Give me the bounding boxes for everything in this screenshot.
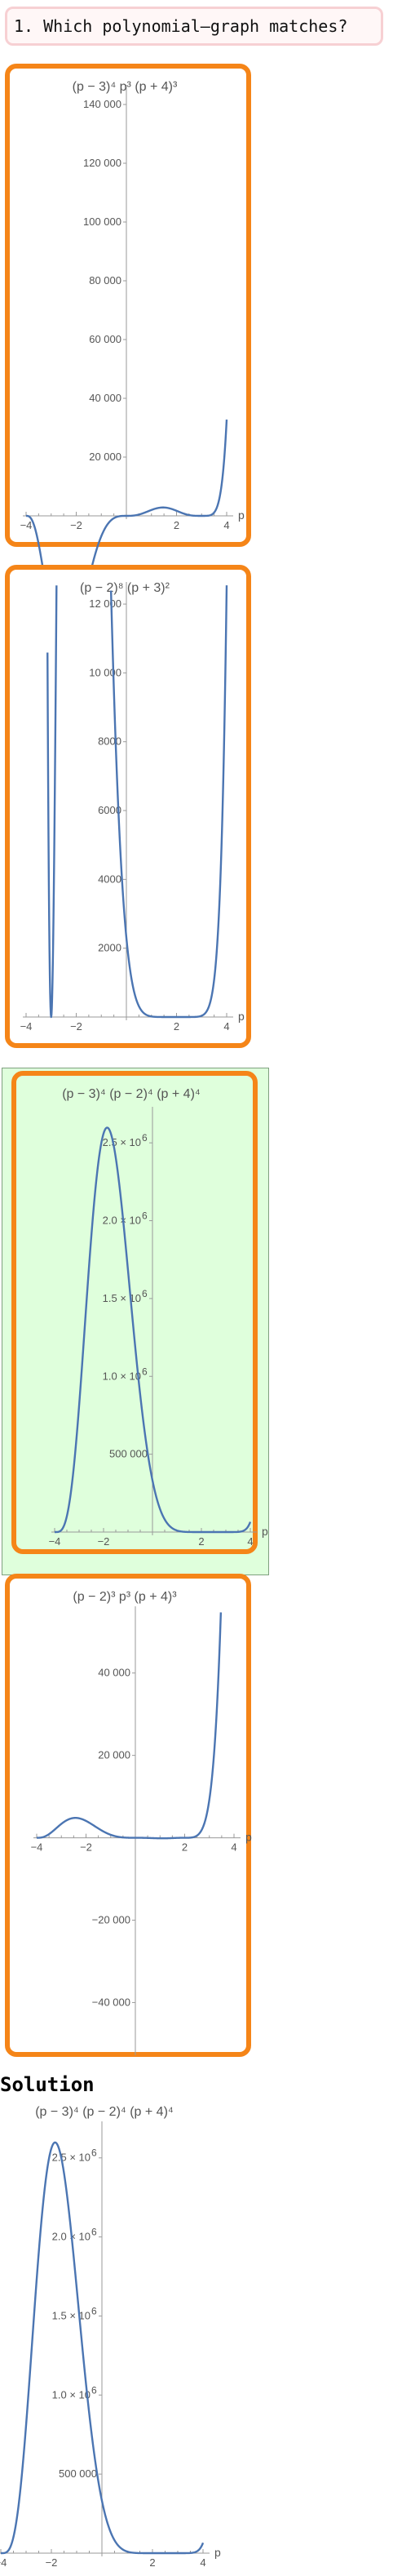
x-tick-label: −4 xyxy=(31,1841,43,1854)
x-axis-label: p xyxy=(238,509,245,522)
option-1-title: (p − 3)⁴ p³ (p + 4)³ xyxy=(73,80,178,94)
y-tick-label: 500 000 xyxy=(109,1448,148,1460)
y-tick-label: 140 000 xyxy=(83,98,121,110)
y-tick-exponent: 6 xyxy=(142,1210,148,1222)
option-2-title: (p − 2)⁸ (p + 3)² xyxy=(80,581,170,595)
x-tick-label: −2 xyxy=(46,2556,58,2569)
solution-plot: (p − 3)⁴ (p − 2)⁴ (p + 4)⁴ −4 −2 2 4p 500 00… xyxy=(0,2105,221,2569)
x-tick-label: −4 xyxy=(20,1020,33,1033)
x-tick-label: −4 xyxy=(20,519,33,531)
y-tick-label: 1.0 × 10 xyxy=(103,1370,141,1382)
y-tick-exponent: 6 xyxy=(91,2147,97,2159)
x-tick-label: 4 xyxy=(231,1841,236,1854)
x-tick-label: −2 xyxy=(70,519,82,531)
polynomial-curve xyxy=(0,2141,205,2555)
y-tick-label: 1.5 × 10 xyxy=(103,1292,141,1304)
y-tick-label: 20 000 xyxy=(98,1749,130,1761)
x-tick-label: 2 xyxy=(149,2556,155,2569)
y-tick-label: 40 000 xyxy=(89,392,121,404)
x-tick-label: −4 xyxy=(0,2556,7,2569)
y-tick-label: −40 000 xyxy=(92,1996,130,2008)
answer-option-4[interactable]: (p − 2)³ p³ (p + 4)³ −4 −2 2 4 p −40 000 −20 0… xyxy=(5,1574,252,2057)
x-tick-label: 2 xyxy=(174,1020,179,1033)
option-4-plot: (p − 2)³ p³ (p + 4)³ −4 −2 2 4p −40 000 −20 0… xyxy=(31,1590,252,2055)
option-3-plot: (p − 3)⁴ (p − 2)⁴ (p + 4)⁴ −4 −2 2 4p 500 00… xyxy=(49,1087,268,1548)
x-axis-label: p xyxy=(214,2546,221,2559)
y-tick-label: 2.5 × 10 xyxy=(52,2152,91,2164)
y-tick-label: 2000 xyxy=(98,942,121,954)
y-tick-label: 500 000 xyxy=(59,2467,97,2480)
y-tick-label: 10 000 xyxy=(89,666,121,678)
solution-title: (p − 3)⁴ (p − 2)⁴ (p + 4)⁴ xyxy=(35,2105,174,2119)
y-tick-label: 100 000 xyxy=(83,215,121,228)
y-tick-exponent: 6 xyxy=(142,1366,148,1377)
y-tick-label: 8000 xyxy=(98,735,121,748)
y-tick-label: 2.5 × 10 xyxy=(103,1136,141,1148)
x-tick-label: −2 xyxy=(98,1535,110,1548)
y-tick-label: 1.5 × 10 xyxy=(52,2309,91,2321)
option-4-title: (p − 2)³ p³ (p + 4)³ xyxy=(73,1590,177,1604)
y-tick-label: 2.0 × 10 xyxy=(103,1215,141,1227)
y-tick-exponent: 6 xyxy=(91,2227,97,2238)
polynomial-curve xyxy=(36,1612,223,1840)
y-tick-label: 80 000 xyxy=(89,274,121,286)
y-tick-label: 20 000 xyxy=(89,451,121,463)
x-tick-label: 4 xyxy=(247,1535,253,1548)
y-tick-label: 6000 xyxy=(98,804,121,816)
x-tick-label: 2 xyxy=(182,1841,188,1854)
polynomial-curve xyxy=(46,585,228,1019)
polynomial-curve xyxy=(54,1126,252,1534)
x-tick-label: 4 xyxy=(223,519,229,531)
option-2-plot: (p − 2)⁸ (p + 3)² −4 −2 2 4p 2000 4000 6000 800… xyxy=(20,581,245,1033)
option-1-plot: (p − 3)⁴ p³ (p + 4)³ −4 −2 2 4p 20 000 40 000… xyxy=(20,80,245,660)
x-tick-label: 2 xyxy=(174,519,179,531)
x-tick-label: 2 xyxy=(198,1535,204,1548)
x-tick-label: 4 xyxy=(200,2556,205,2569)
solution-heading: Solution xyxy=(0,2073,95,2096)
option-3-title: (p − 3)⁴ (p − 2)⁴ (p + 4)⁴ xyxy=(62,1087,201,1101)
y-tick-label: 60 000 xyxy=(89,333,121,345)
question-title: 1. Which polynomial–graph matches? xyxy=(5,7,383,46)
y-tick-label: 4000 xyxy=(98,873,121,885)
y-tick-label: −20 000 xyxy=(92,1914,130,1926)
x-axis-label: p xyxy=(245,1831,252,1844)
y-tick-label: 40 000 xyxy=(98,1667,130,1679)
y-tick-exponent: 6 xyxy=(142,1132,148,1144)
y-tick-label: 12 000 xyxy=(89,597,121,610)
y-tick-label: 1.0 × 10 xyxy=(52,2388,91,2401)
answer-option-1[interactable]: (p − 3)⁴ p³ (p + 4)³ −4 −2 2 4 p 20 000 40 000… xyxy=(5,64,251,660)
y-tick-exponent: 6 xyxy=(142,1288,148,1299)
x-axis-label: p xyxy=(238,1010,245,1023)
y-tick-exponent: 6 xyxy=(91,2384,97,2396)
x-tick-label: −2 xyxy=(80,1841,92,1854)
y-tick-exponent: 6 xyxy=(91,2305,97,2316)
x-tick-label: −2 xyxy=(70,1020,82,1033)
x-tick-label: 4 xyxy=(223,1020,229,1033)
x-tick-label: −4 xyxy=(49,1535,61,1548)
x-axis-label: p xyxy=(262,1525,268,1538)
answer-option-2[interactable]: (p − 2)⁸ (p + 3)² −4 −2 2 4 p 2000 4000 6000 800… xyxy=(5,565,251,1048)
y-tick-label: 120 000 xyxy=(83,157,121,169)
answer-option-3[interactable]: (p − 3)⁴ (p − 2)⁴ (p + 4)⁴ −4 −2 2 4 p 500 00… xyxy=(11,1071,268,1554)
